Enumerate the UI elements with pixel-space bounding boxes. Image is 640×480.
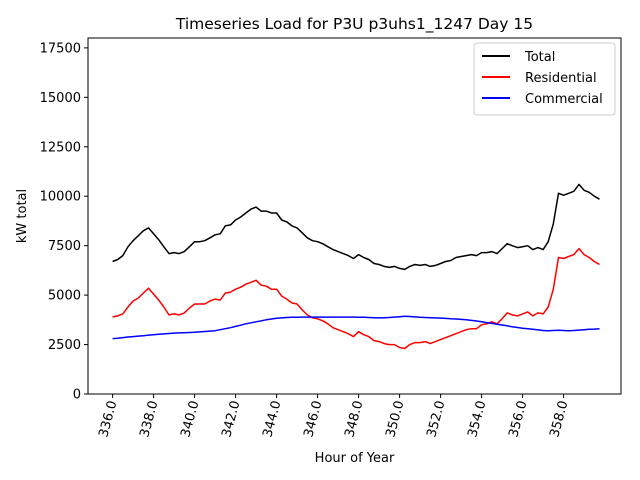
y-tick-label: 0 (73, 388, 81, 403)
y-tick-label: 7500 (48, 239, 81, 254)
legend: Total Residential Commercial (473, 42, 616, 116)
chart-title: Timeseries Load for P3U p3uhs1_1247 Day … (175, 15, 533, 34)
series-line-total (112, 183, 600, 271)
y-tick-label: 2500 (48, 338, 81, 353)
y-tick-label: 15000 (40, 91, 81, 106)
legend-label-residential: Residential (525, 71, 597, 86)
y-tick-label: 17500 (40, 41, 81, 56)
y-tick-label: 10000 (40, 190, 81, 205)
y-axis-ticks: 0 2500 5000 7500 10000 12500 15000 17500 (40, 41, 88, 403)
series-line-residential (112, 247, 600, 350)
y-axis-label: kW total (15, 189, 30, 243)
legend-label-commercial: Commercial (525, 92, 603, 107)
series-layer (112, 183, 600, 350)
y-tick-label: 12500 (40, 140, 81, 155)
x-axis-label: Hour of Year (315, 451, 395, 466)
legend-label-total: Total (524, 50, 555, 65)
series-line-commercial (112, 315, 600, 340)
plot-frame (87, 37, 622, 395)
legend-items: Total Residential Commercial (482, 50, 603, 107)
y-tick-label: 5000 (48, 289, 81, 304)
